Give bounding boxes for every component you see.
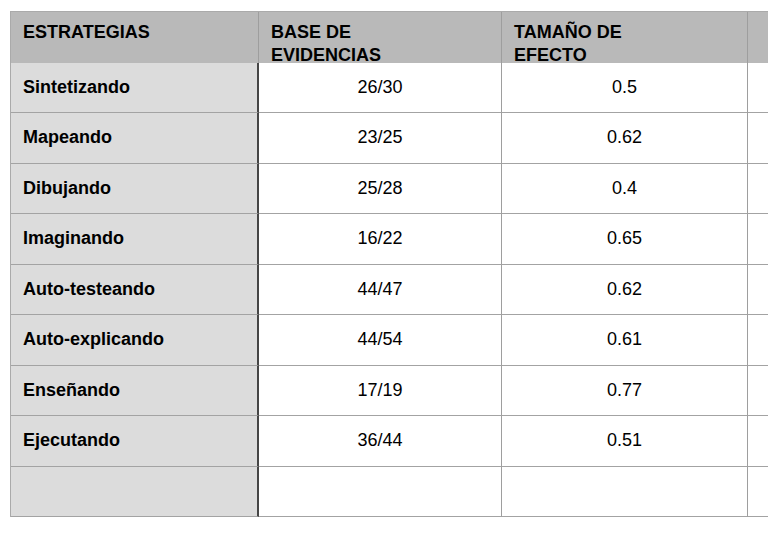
evidence-cell: 44/47 <box>259 265 502 316</box>
effect-cell: 0.51 <box>502 416 748 467</box>
row-label: Ejecutando <box>11 416 259 467</box>
empty-cell <box>748 63 768 114</box>
empty-cell <box>748 315 768 366</box>
evidence-cell <box>259 467 502 518</box>
row-label: Imaginando <box>11 214 259 265</box>
evidence-cell: 36/44 <box>259 416 502 467</box>
row-label: Auto-testeando <box>11 265 259 316</box>
row-label: Auto-explicando <box>11 315 259 366</box>
document-page: ESTRATEGIAS BASE DE EVIDENCIAS POSITIVAS… <box>0 0 768 542</box>
evidence-cell: 44/54 <box>259 315 502 366</box>
empty-cell <box>748 164 768 215</box>
empty-cell <box>748 113 768 164</box>
evidence-cell: 26/30 <box>259 63 502 114</box>
effect-cell: 0.61 <box>502 315 748 366</box>
strategies-table: ESTRATEGIAS BASE DE EVIDENCIAS POSITIVAS… <box>10 11 768 517</box>
effect-cell: 0.62 <box>502 113 748 164</box>
evidence-cell: 23/25 <box>259 113 502 164</box>
empty-cell <box>748 214 768 265</box>
row-label: Mapeando <box>11 113 259 164</box>
effect-cell: 0.65 <box>502 214 748 265</box>
empty-cell <box>748 416 768 467</box>
empty-cell <box>748 467 768 518</box>
effect-cell: 0.77 <box>502 366 748 417</box>
empty-cell <box>748 265 768 316</box>
effect-cell <box>502 467 748 518</box>
row-label: Enseñando <box>11 366 259 417</box>
empty-cell <box>748 366 768 417</box>
row-label: Dibujando <box>11 164 259 215</box>
row-label <box>11 467 259 518</box>
evidence-cell: 25/28 <box>259 164 502 215</box>
effect-cell: 0.62 <box>502 265 748 316</box>
effect-cell: 0.5 <box>502 63 748 114</box>
evidence-cell: 17/19 <box>259 366 502 417</box>
effect-cell: 0.4 <box>502 164 748 215</box>
evidence-cell: 16/22 <box>259 214 502 265</box>
row-label: Sintetizando <box>11 63 259 114</box>
